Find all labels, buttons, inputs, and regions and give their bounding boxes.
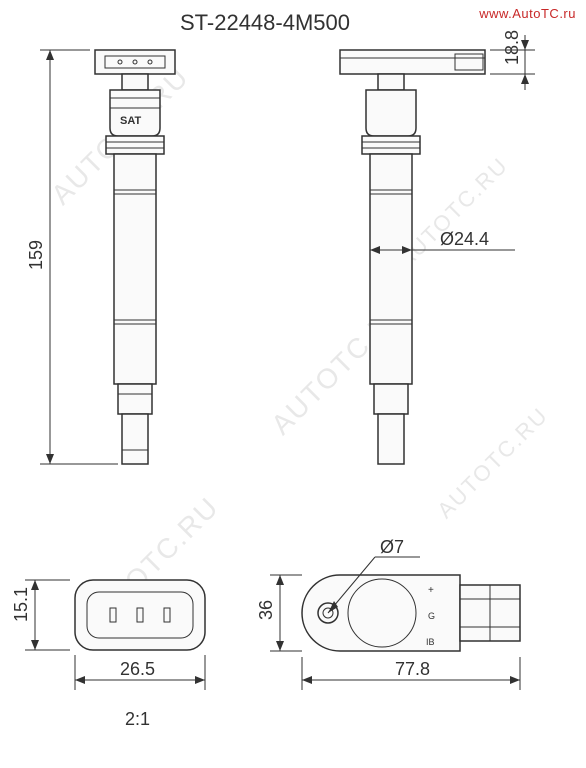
dim-shaft-dia: Ø24.4 [440,229,489,249]
dim-mount-l: 77.8 [395,659,430,679]
svg-text:IB: IB [426,637,435,647]
svg-text:SAT: SAT [120,115,141,127]
dim-hole: Ø7 [380,537,404,557]
svg-text:+: + [428,585,434,596]
technical-drawing: SAT 159 [0,0,586,768]
dim-face-w: 26.5 [120,659,155,679]
dim-height: 159 [26,240,46,270]
side-view: 18.8 Ø24.4 [340,30,535,464]
dim-face-h: 15.1 [11,587,31,622]
dim-mount-h: 36 [256,600,276,620]
front-view: SAT 159 [26,50,175,464]
dim-connector-h: 18.8 [502,30,522,65]
scale-label: 2:1 [125,709,150,729]
mount-view: + G IB Ø7 36 77.8 [256,537,520,690]
connector-face-view: 15.1 26.5 2:1 [11,580,205,729]
svg-text:G: G [428,611,435,621]
